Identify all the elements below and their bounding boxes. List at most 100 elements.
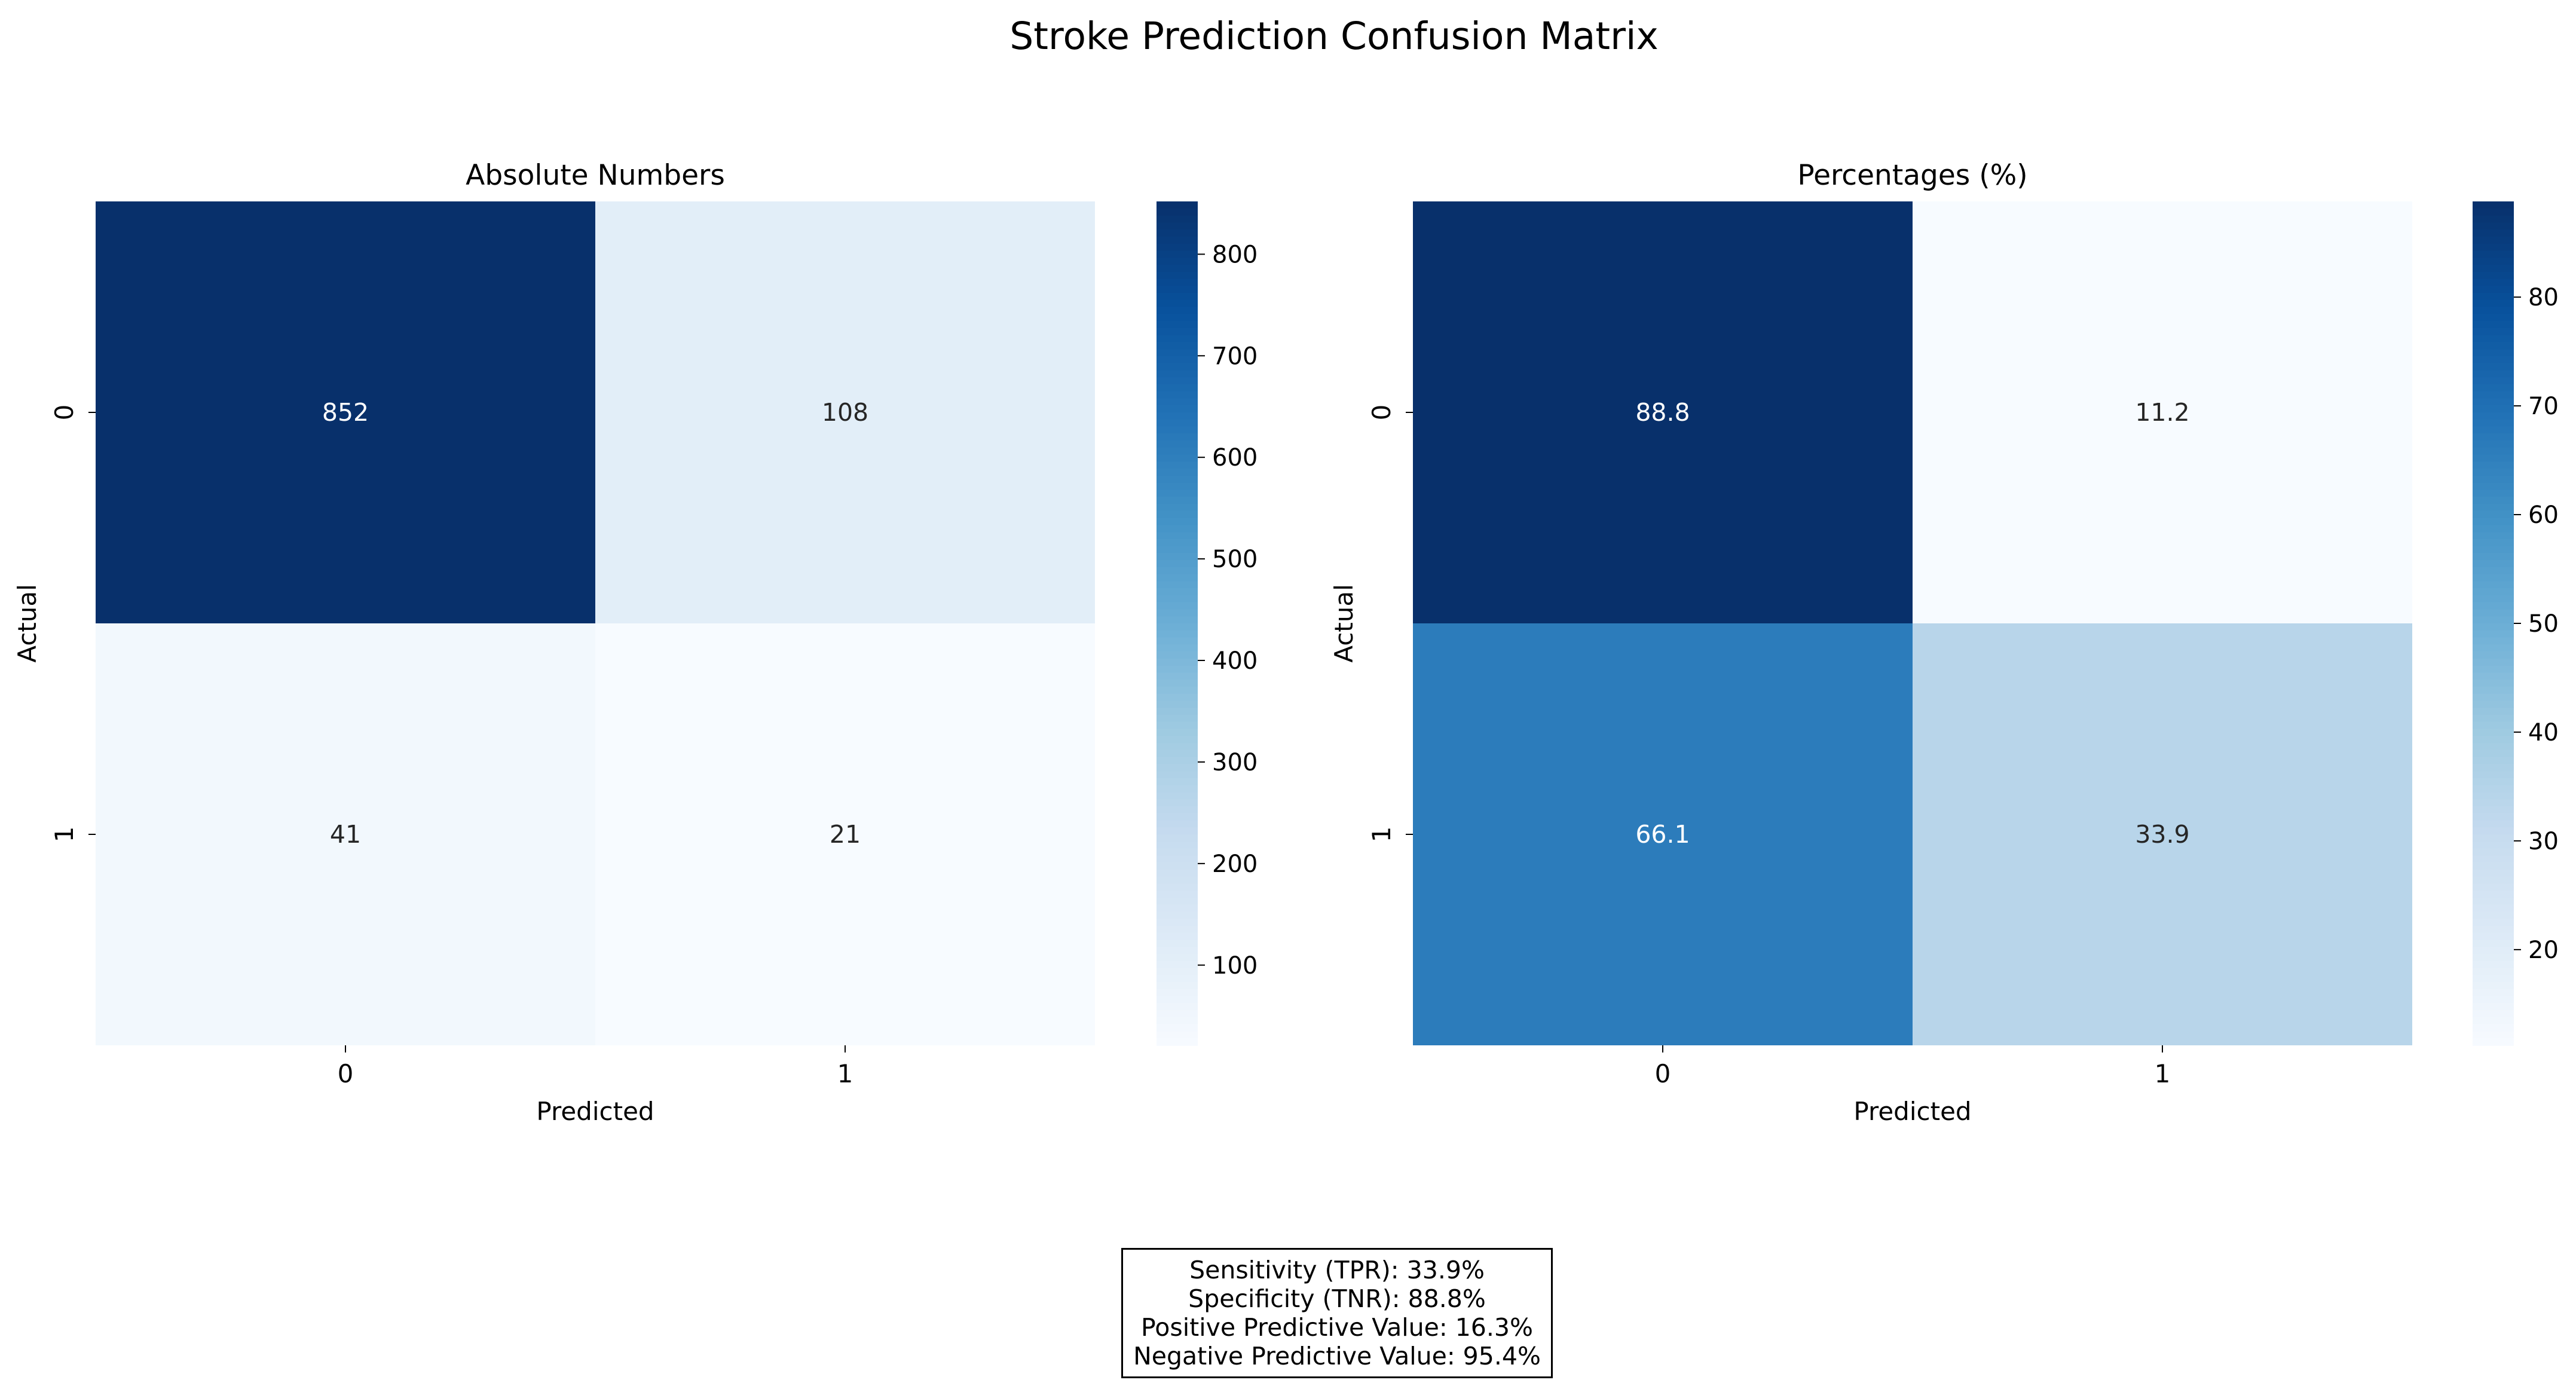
colorbar-segment	[2473, 546, 2514, 554]
colorbar-segment	[1157, 680, 1198, 687]
colorbar-segment	[1157, 637, 1198, 645]
colorbar-segment	[1157, 1010, 1198, 1018]
colorbar-segment	[2473, 489, 2514, 497]
colorbar-tick-label: 400	[1212, 647, 1258, 675]
colorbar-segment	[2473, 595, 2514, 603]
colorbar-segment	[2473, 841, 2514, 849]
colorbar-segment	[1157, 503, 1198, 512]
colorbar-segment	[1157, 201, 1198, 209]
colorbar-tick-label: 100	[1212, 952, 1258, 980]
colorbar-segment	[1157, 391, 1198, 399]
colorbar-segment	[1157, 820, 1198, 828]
x-tick-label: 0	[1655, 1059, 1671, 1088]
colorbar-segment	[1157, 560, 1198, 568]
colorbar-segment	[2473, 384, 2514, 392]
colorbar-segment	[2473, 919, 2514, 926]
colorbar-segment	[1157, 426, 1198, 435]
colorbar-segment	[1157, 700, 1198, 708]
colorbar-segment	[2473, 243, 2514, 252]
colorbar-segment	[2473, 299, 2514, 308]
colorbar-segment	[2473, 623, 2514, 631]
colorbar-segment	[1157, 743, 1198, 751]
colorbar-segment	[2473, 588, 2514, 596]
colorbar-segment	[1157, 440, 1198, 448]
colorbar-tick-label: 800	[1212, 241, 1258, 268]
colorbar-segment	[1157, 792, 1198, 800]
colorbar-segment	[2473, 377, 2514, 385]
colorbar-segment	[2473, 960, 2514, 969]
colorbar-segment	[1157, 230, 1198, 237]
colorbar-segment	[1157, 264, 1198, 273]
colorbar-segment	[2473, 475, 2514, 484]
colorbar-tick-label: 70	[2528, 393, 2559, 420]
colorbar-segment	[2473, 855, 2514, 863]
colorbar-segment	[1157, 405, 1198, 413]
metrics-text-box: Sensitivity (TPR): 33.9% Specificity (TN…	[1121, 1248, 1553, 1378]
heatmap-cell	[96, 201, 595, 623]
colorbar-segment	[2473, 581, 2514, 589]
colorbar-segment	[2473, 820, 2514, 828]
colorbar-segment	[2473, 539, 2514, 547]
x-tick-label: 1	[2155, 1059, 2171, 1088]
colorbar-segment	[2473, 419, 2514, 427]
x-axis-label: Predicted	[1853, 1097, 1971, 1126]
colorbar-segment	[1157, 412, 1198, 420]
colorbar-segment	[2473, 1017, 2514, 1025]
colorbar-segment	[2473, 743, 2514, 751]
colorbar-tick-label: 30	[2528, 828, 2559, 855]
colorbar-segment	[1157, 925, 1198, 934]
colorbar-tick-label: 300	[1212, 749, 1258, 776]
colorbar-segment	[2473, 757, 2514, 765]
cell-value-label: 41	[330, 820, 361, 849]
colorbar-segment	[2473, 560, 2514, 568]
colorbar-segment	[2473, 271, 2514, 280]
x-tick-label: 0	[338, 1059, 354, 1088]
colorbar-segment	[1157, 271, 1198, 280]
metric-line: Sensitivity (TPR): 33.9%	[1189, 1256, 1485, 1284]
colorbar-segment	[1157, 447, 1198, 455]
colorbar-segment	[2473, 342, 2514, 350]
colorbar-segment	[2473, 1010, 2514, 1018]
colorbar-tick-label: 600	[1212, 444, 1258, 472]
colorbar-segment	[2473, 714, 2514, 723]
colorbar-segment	[1157, 595, 1198, 603]
colorbar-segment	[1157, 644, 1198, 652]
colorbar-segment	[2473, 799, 2514, 807]
colorbar-segment	[2473, 412, 2514, 420]
colorbar-segment	[2473, 975, 2514, 983]
colorbar-segment	[1157, 510, 1198, 519]
metric-line: Specificity (TNR): 88.8%	[1188, 1284, 1486, 1313]
colorbar-segment	[2473, 658, 2514, 666]
colorbar-segment	[1157, 567, 1198, 575]
colorbar-tick-label: 500	[1212, 546, 1258, 573]
colorbar-segment	[1157, 588, 1198, 596]
y-tick-label: 0	[1367, 405, 1396, 421]
colorbar-segment	[2473, 286, 2514, 293]
colorbar-segment	[2473, 630, 2514, 638]
heatmap-cell	[1413, 623, 1913, 1045]
colorbar-segment	[1157, 862, 1198, 870]
colorbar-segment	[2473, 609, 2514, 617]
colorbar-segment	[1157, 553, 1198, 561]
colorbar-segment	[2473, 405, 2514, 413]
colorbar-segment	[1157, 222, 1198, 230]
colorbar-segment	[2473, 637, 2514, 645]
colorbar-segment	[2473, 904, 2514, 913]
colorbar-segment	[1157, 876, 1198, 885]
colorbar-segment	[2473, 806, 2514, 814]
colorbar-segment	[2473, 700, 2514, 708]
colorbar-segment	[1157, 771, 1198, 779]
cell-value-label: 88.8	[1635, 398, 1690, 427]
colorbar-segment	[2473, 785, 2514, 793]
heatmap-cell	[1413, 201, 1913, 623]
colorbar-segment	[2473, 792, 2514, 800]
colorbar-segment	[1157, 286, 1198, 293]
colorbar-segment	[1157, 855, 1198, 863]
cell-value-label: 66.1	[1635, 820, 1690, 849]
colorbar-segment	[1157, 911, 1198, 919]
colorbar-segment	[2473, 947, 2514, 954]
colorbar-segment	[1157, 363, 1198, 371]
colorbar-segment	[1157, 616, 1198, 624]
colorbar-segment	[1157, 356, 1198, 364]
colorbar-segment	[1157, 757, 1198, 765]
